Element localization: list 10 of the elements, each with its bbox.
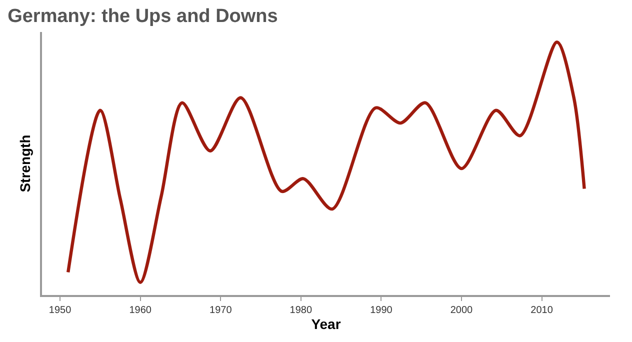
chart-title: Germany: the Ups and Downs bbox=[8, 6, 278, 27]
x-tick-label: 2010 bbox=[530, 305, 554, 316]
x-axis-title: Year bbox=[311, 316, 342, 332]
x-tick-label: 1990 bbox=[370, 305, 393, 316]
x-tick-label: 1980 bbox=[290, 305, 312, 316]
x-tick-label: 2000 bbox=[450, 305, 474, 316]
x-tick-label: 1950 bbox=[48, 305, 72, 316]
x-tick-label: 1970 bbox=[210, 305, 232, 316]
x-tick-label: 1960 bbox=[129, 305, 152, 316]
y-axis-title: Strength bbox=[17, 134, 34, 192]
